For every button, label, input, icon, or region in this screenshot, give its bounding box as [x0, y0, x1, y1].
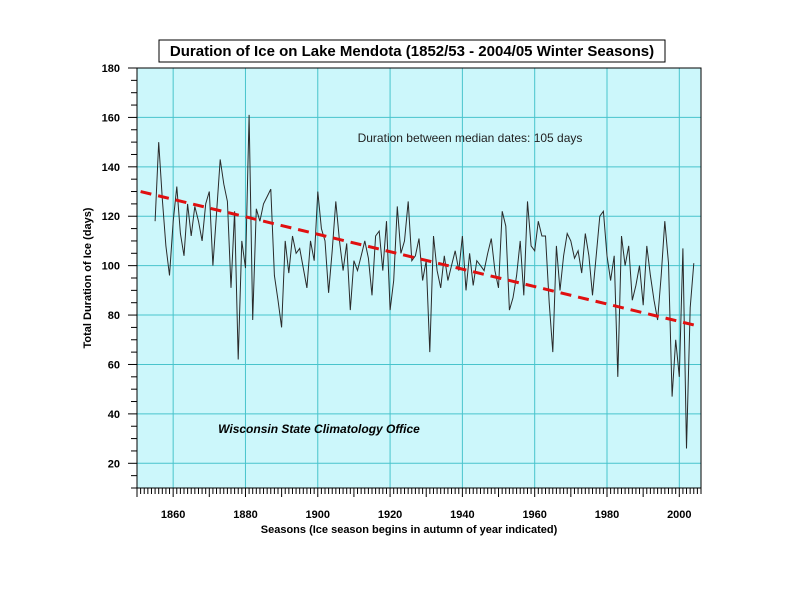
- tick-labels: 1860 1880 1900 1920 1940 1960 1980 2000 20 40 60 80…: [102, 63, 692, 521]
- y-tick-label: 140: [102, 162, 120, 174]
- y-tick-label: 160: [102, 112, 120, 124]
- annotation-median-duration: Duration between median dates: 105 days: [358, 131, 583, 145]
- minor-ticks: [128, 67, 702, 497]
- y-tick-label: 20: [108, 458, 120, 470]
- x-tick-label: 2000: [667, 509, 691, 521]
- plot-frame: [136, 67, 702, 489]
- credit-label: Wisconsin State Climatology Office: [218, 422, 420, 436]
- y-tick-label: 60: [108, 359, 120, 371]
- x-tick-label: 1900: [306, 509, 330, 521]
- x-tick-label: 1860: [161, 509, 185, 521]
- series-line-ice-duration: [154, 114, 695, 449]
- y-tick-label: 80: [108, 310, 120, 322]
- x-tick-label: 1940: [450, 509, 474, 521]
- y-tick-label: 120: [102, 211, 120, 223]
- x-tick-label: 1980: [595, 509, 619, 521]
- x-tick-label: 1920: [378, 509, 402, 521]
- x-tick-label: 1880: [233, 509, 257, 521]
- chart-title: Duration of Ice on Lake Mendota (1852/53…: [170, 43, 654, 60]
- y-axis-label: Total Duration of Ice (days): [82, 207, 94, 348]
- y-tick-label: 100: [102, 261, 120, 273]
- y-tick-label: 180: [102, 63, 120, 75]
- y-tick-label: 40: [108, 409, 120, 421]
- grid: [137, 67, 701, 488]
- trend-line: [140, 190, 695, 327]
- title-box: [158, 39, 666, 63]
- x-axis-label: Seasons (Ice season begins in autumn of …: [261, 524, 558, 536]
- x-tick-label: 1960: [522, 509, 546, 521]
